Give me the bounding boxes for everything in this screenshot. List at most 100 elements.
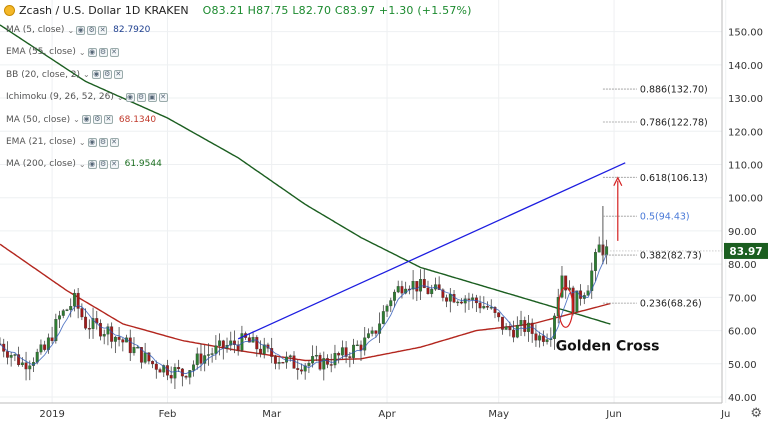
candle-body — [381, 311, 385, 324]
y-tick-label: 90.00 — [728, 227, 757, 238]
candle-body — [415, 281, 419, 292]
fib-level-label: 0.886(132.70) — [640, 85, 708, 96]
candle-body — [348, 356, 352, 358]
fib-level-label: 0.5(94.43) — [640, 212, 690, 223]
chart-exchange: KRAKEN — [144, 4, 189, 17]
candle-body — [512, 329, 516, 338]
eye-icon[interactable]: ◉ — [76, 25, 86, 35]
candle-body — [463, 298, 467, 304]
candle-body — [43, 344, 47, 350]
settings-icon[interactable]: ⚙ — [136, 92, 146, 102]
indicator-row[interactable]: EMA (21, close) ⌄ ◉ ⚙ ✕ — [6, 137, 119, 147]
candle-body — [54, 319, 58, 342]
candle-body — [17, 354, 21, 366]
eye-icon[interactable]: ◉ — [125, 92, 135, 102]
eye-icon[interactable]: ◉ — [87, 137, 97, 147]
candle-body — [99, 322, 102, 337]
settings-icon[interactable]: ⚙ — [98, 159, 108, 169]
chevron-down-icon[interactable]: ⌄ — [116, 92, 124, 102]
candle-body — [471, 297, 475, 300]
candle-body — [39, 344, 43, 353]
candle-body — [396, 286, 400, 293]
candle-body — [173, 367, 177, 379]
candle-body — [139, 347, 143, 363]
candle-body — [419, 279, 422, 292]
candle-body — [329, 364, 333, 366]
fib-level-label: 0.236(68.26) — [640, 299, 702, 310]
x-tick-label: Apr — [378, 409, 396, 420]
indicator-label: EMA (21, close) — [6, 137, 76, 147]
settings-icon[interactable]: ⚙ — [87, 25, 97, 35]
indicator-row[interactable]: Ichimoku (9, 26, 52, 26) ⌄ ◉ ⚙ ▣ ✕ — [6, 92, 168, 102]
settings-icon[interactable]: ⚙ — [102, 70, 112, 80]
candle-body — [452, 293, 456, 303]
candle-body — [121, 339, 125, 343]
ma50-line — [0, 243, 611, 362]
indicator-row[interactable]: MA (50, close) ⌄ ◉ ⚙ ✕ 68.1340 — [6, 115, 156, 125]
indicator-row[interactable]: EMA (55, close) ⌄ ◉ ⚙ ✕ — [6, 47, 119, 57]
indicator-value: 61.9544 — [124, 159, 162, 170]
candle-body — [214, 345, 218, 354]
indicator-label: EMA (55, close) — [6, 47, 76, 58]
chart-header: Zcash / U.S. Dollar 1D KRAKEN O83.21 H87… — [4, 4, 472, 17]
indicator-label: MA (50, close) — [6, 114, 71, 125]
candle-body — [333, 352, 337, 366]
candle-body — [307, 362, 311, 366]
candle-body — [478, 302, 482, 309]
settings-icon[interactable]: ⚙ — [98, 137, 108, 147]
last-price-tag — [724, 242, 768, 259]
candle-body — [24, 362, 28, 370]
candle-body — [184, 375, 188, 378]
lock-icon[interactable]: ▣ — [147, 92, 157, 102]
close-icon[interactable]: ✕ — [109, 47, 119, 57]
candle-body — [218, 340, 222, 346]
chevron-down-icon[interactable]: ⌄ — [78, 47, 86, 57]
close-icon[interactable]: ✕ — [158, 92, 168, 102]
candle-body — [277, 362, 281, 364]
chevron-down-icon[interactable]: ⌄ — [73, 115, 80, 125]
candle-body — [352, 344, 356, 358]
candle-body — [337, 352, 341, 356]
chevron-down-icon[interactable]: ⌄ — [78, 137, 86, 147]
eye-icon[interactable]: ◉ — [87, 47, 97, 57]
indicator-label: Ichimoku (9, 26, 52, 26) — [6, 92, 114, 103]
candle-body — [597, 244, 601, 253]
candle-body — [255, 337, 259, 350]
chevron-down-icon[interactable]: ⌄ — [67, 25, 75, 35]
eye-icon[interactable]: ◉ — [87, 159, 97, 169]
indicator-row[interactable]: BB (20, close, 2) ⌄ ◉ ⚙ ✕ — [6, 70, 123, 80]
x-tick-label: May — [488, 409, 509, 420]
candle-body — [132, 347, 136, 354]
candle-body — [35, 351, 39, 363]
candle-body — [389, 300, 393, 307]
x-tick-label: Jun — [605, 409, 622, 420]
indicator-row[interactable]: MA (5, close) ⌄ ◉ ⚙ ✕ 82.7920 — [6, 25, 150, 35]
eye-icon[interactable]: ◉ — [91, 70, 101, 80]
candle-body — [445, 297, 449, 302]
candle-body — [456, 301, 460, 304]
chevron-down-icon[interactable]: ⌄ — [83, 70, 90, 80]
chevron-down-icon[interactable]: ⌄ — [78, 159, 86, 169]
candle-body — [311, 356, 315, 364]
candle-body — [80, 308, 84, 318]
candle-body — [221, 340, 225, 349]
indicator-value: 82.7920 — [113, 25, 151, 35]
candle-body — [426, 287, 430, 295]
candle-body — [195, 353, 199, 365]
eye-icon[interactable]: ◉ — [81, 115, 91, 125]
close-icon[interactable]: ✕ — [98, 25, 108, 35]
close-icon[interactable]: ✕ — [109, 137, 119, 147]
candle-body — [393, 291, 396, 301]
indicator-row[interactable]: MA (200, close) ⌄ ◉ ⚙ ✕ 61.9544 — [6, 159, 162, 169]
candle-body — [154, 363, 158, 370]
settings-icon[interactable]: ⚙ — [92, 115, 102, 125]
chart-interval[interactable]: 1D — [124, 4, 141, 17]
close-icon[interactable]: ✕ — [109, 159, 119, 169]
close-icon[interactable]: ✕ — [103, 115, 113, 125]
candle-body — [162, 365, 166, 373]
candle-body — [143, 352, 147, 363]
close-icon[interactable]: ✕ — [113, 70, 123, 80]
settings-icon[interactable]: ⚙ — [98, 47, 108, 57]
gear-icon[interactable]: ⚙ — [750, 406, 762, 421]
